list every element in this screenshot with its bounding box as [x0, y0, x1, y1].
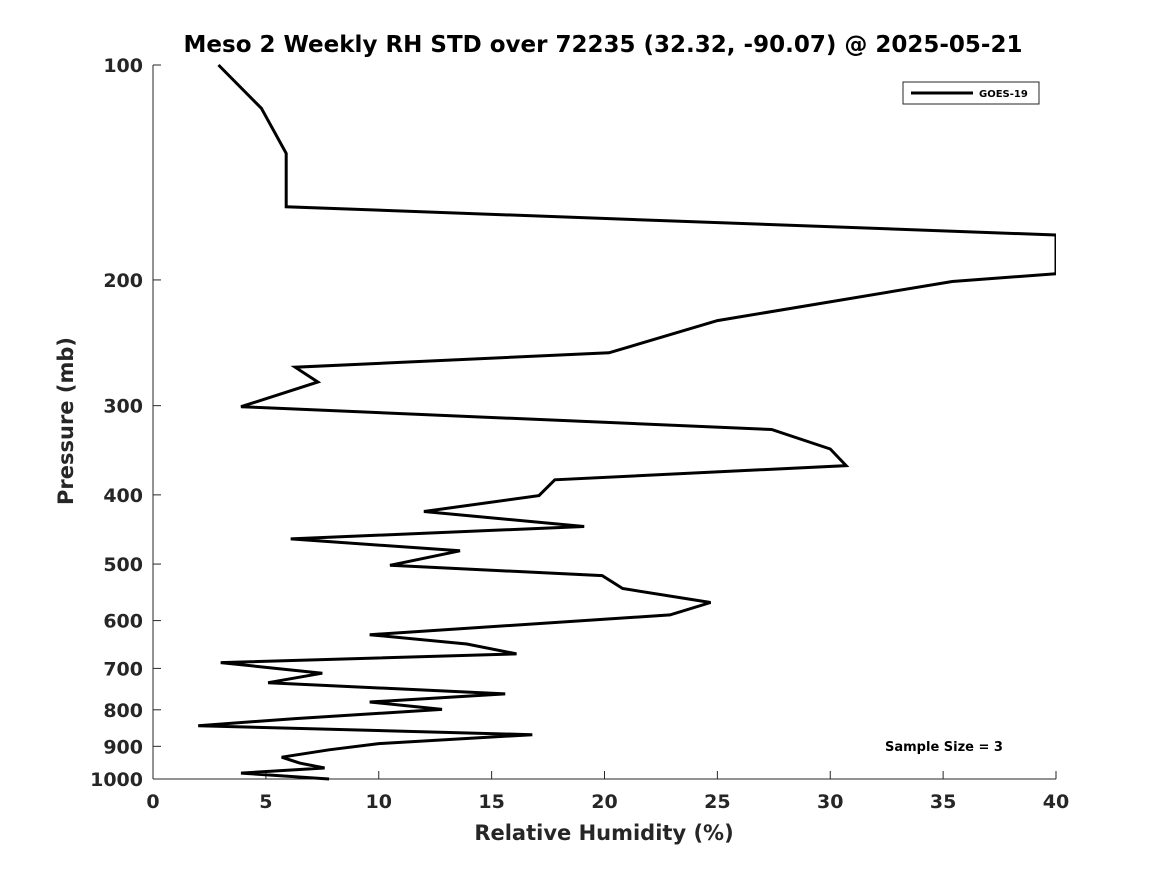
chart-title: Meso 2 Weekly RH STD over 72235 (32.32, …	[184, 32, 1023, 58]
x-tick-label: 30	[817, 791, 843, 813]
y-tick-label: 100	[103, 55, 143, 77]
series-layer	[198, 63, 1056, 781]
y-tick-label: 200	[103, 270, 143, 292]
x-tick-label: 35	[930, 791, 956, 813]
y-tick-label: 600	[103, 611, 143, 633]
sample-size-annotation: Sample Size = 3	[885, 740, 1003, 755]
x-tick-label: 0	[146, 791, 159, 813]
y-tick-label: 300	[103, 396, 143, 418]
y-axis-label: Pressure (mb)	[54, 337, 78, 505]
series-line-goes-19	[198, 63, 1056, 781]
x-tick-label: 40	[1043, 791, 1069, 813]
y-tick-label: 1000	[90, 769, 143, 791]
x-tick-label: 10	[366, 791, 392, 813]
axes: 0 5 10 15 20 25 30 35 40 100 200 300 400 500 600 700 800…	[90, 55, 1069, 813]
x-tick-label: 15	[478, 791, 504, 813]
y-tick-label: 900	[103, 736, 143, 758]
y-tick-label: 500	[103, 554, 143, 576]
x-tick-label: 20	[591, 791, 617, 813]
x-tick-label: 25	[704, 791, 730, 813]
legend: GOES-19	[902, 81, 1040, 105]
legend-entry-label: GOES-19	[979, 89, 1028, 100]
y-tick-label: 700	[103, 658, 143, 680]
y-tick-label: 400	[103, 485, 143, 507]
x-axis-label: Relative Humidity (%)	[474, 821, 733, 845]
y-tick-label: 800	[103, 700, 143, 722]
x-tick-label: 5	[259, 791, 272, 813]
